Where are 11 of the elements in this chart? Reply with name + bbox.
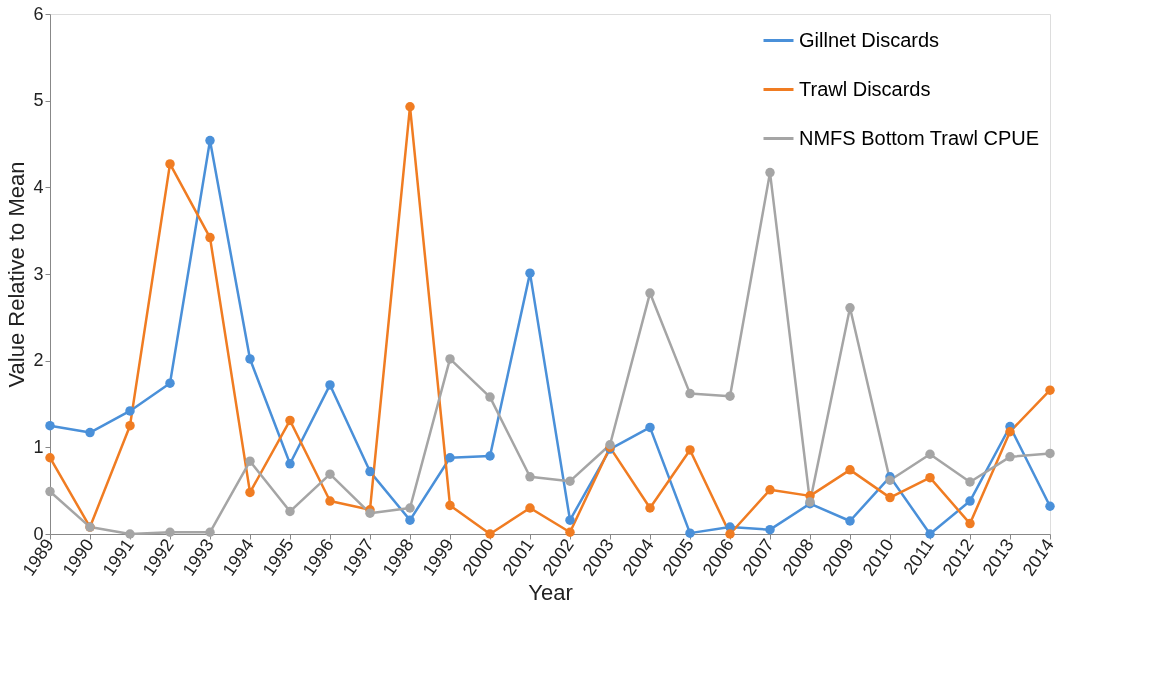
y-tick-label: 3 bbox=[33, 263, 44, 284]
y-tick-label: 2 bbox=[33, 350, 44, 371]
y-tick-label: 5 bbox=[33, 90, 44, 111]
legend-label: Gillnet Discards bbox=[799, 28, 940, 51]
y-axis-title: Value Relative to Mean bbox=[4, 161, 30, 388]
x-axis-title: Year bbox=[528, 580, 573, 606]
legend-label: NMFS Bottom Trawl CPUE bbox=[799, 126, 1040, 149]
y-tick-label: 4 bbox=[33, 176, 44, 197]
y-tick-label: 6 bbox=[33, 3, 44, 24]
y-tick-label: 1 bbox=[33, 436, 44, 457]
legend-label: Trawl Discards bbox=[799, 77, 931, 100]
